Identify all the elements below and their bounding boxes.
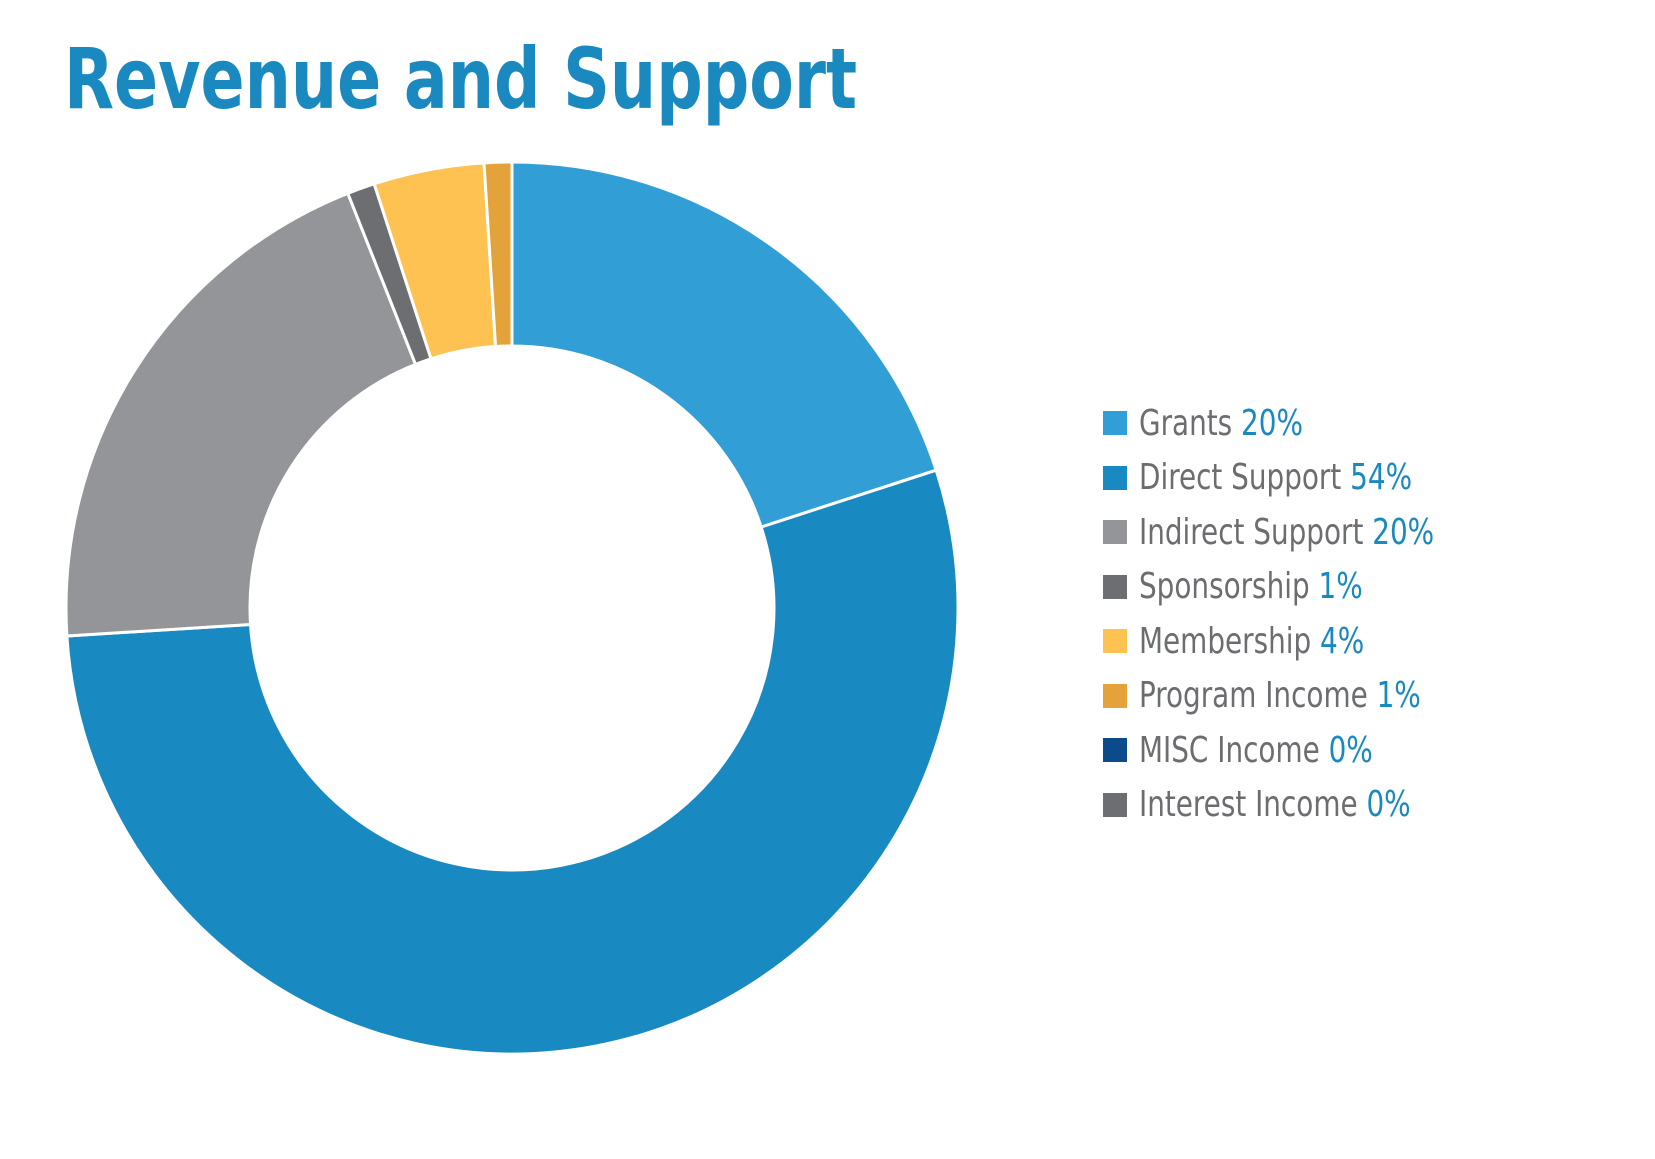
legend-label: MISC Income: [1139, 729, 1320, 771]
legend-item-grants: Grants 20%: [1103, 396, 1482, 451]
legend-swatch: [1103, 629, 1127, 654]
legend-value: 54%: [1350, 457, 1413, 499]
legend-label: Membership: [1139, 620, 1312, 662]
legend-item-direct-support: Direct Support 54%: [1103, 451, 1482, 506]
legend-text: Indirect Support 20%: [1139, 512, 1434, 553]
legend-swatch: [1103, 411, 1127, 436]
legend-label: Sponsorship: [1139, 566, 1310, 608]
legend-label: Interest Income: [1139, 784, 1358, 826]
legend-swatch: [1103, 683, 1127, 708]
slice-indirect-support: [64, 191, 418, 638]
donut-chart: [64, 160, 960, 1056]
legend-text: Membership 4%: [1139, 621, 1364, 662]
legend-label: Direct Support: [1139, 457, 1342, 499]
slice-direct-support: [65, 468, 960, 1056]
legend-label: Program Income: [1139, 675, 1368, 717]
legend-item-sponsorship: Sponsorship 1%: [1103, 560, 1482, 615]
legend-value: 1%: [1318, 566, 1363, 608]
legend-item-program-income: Program Income 1%: [1103, 669, 1482, 724]
legend-text: Program Income 1%: [1139, 675, 1421, 716]
legend-swatch: [1103, 738, 1127, 763]
legend-value: 0%: [1366, 784, 1411, 826]
legend-value: 20%: [1372, 511, 1435, 553]
legend-value: 20%: [1241, 402, 1303, 444]
legend-item-indirect-support: Indirect Support 20%: [1103, 505, 1482, 560]
legend-text: Interest Income 0%: [1139, 784, 1411, 825]
legend-value: 0%: [1328, 729, 1373, 771]
slice-program-income: [482, 160, 514, 349]
slice-grants: [510, 160, 938, 529]
legend-label: Grants: [1139, 402, 1233, 444]
legend-swatch: [1103, 574, 1127, 599]
legend-swatch: [1103, 792, 1127, 817]
legend: Grants 20% Direct Support 54% Indirect Sup…: [1103, 396, 1482, 832]
legend-value: 4%: [1320, 620, 1365, 662]
legend-swatch: [1103, 465, 1127, 490]
legend-item-misc-income: MISC Income 0%: [1103, 723, 1482, 778]
legend-text: Sponsorship 1%: [1139, 566, 1363, 607]
legend-swatch: [1103, 520, 1127, 545]
legend-label: Indirect Support: [1139, 511, 1364, 553]
legend-text: Grants 20%: [1139, 403, 1303, 444]
legend-value: 1%: [1376, 675, 1421, 717]
chart-title: Revenue and Support: [64, 30, 858, 128]
legend-text: MISC Income 0%: [1139, 730, 1373, 771]
legend-item-membership: Membership 4%: [1103, 614, 1482, 669]
donut-slices: [64, 160, 960, 1056]
legend-text: Direct Support 54%: [1139, 457, 1412, 498]
legend-item-interest-income: Interest Income 0%: [1103, 778, 1482, 833]
